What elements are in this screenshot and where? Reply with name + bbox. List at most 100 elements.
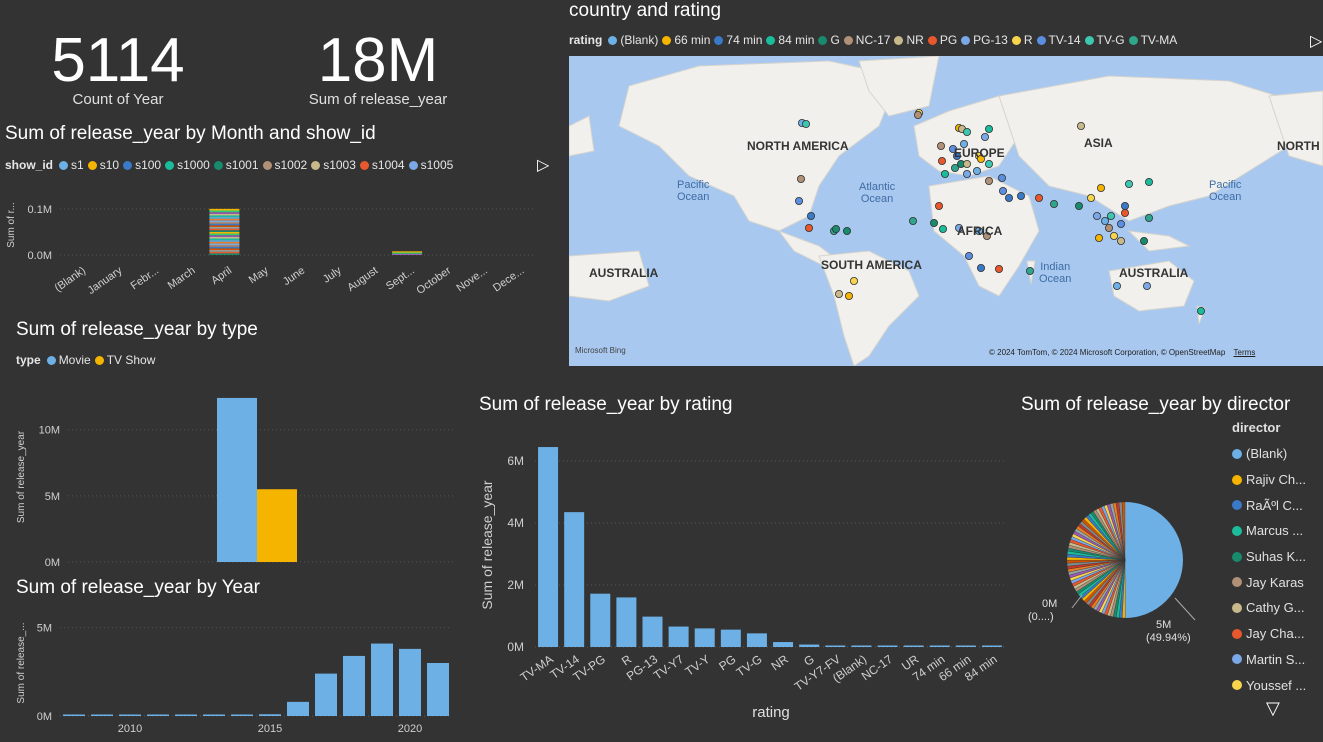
rating-bar: [564, 512, 585, 647]
map-legend-item[interactable]: 84 min: [766, 33, 814, 47]
director-legend-item[interactable]: (Blank): [1232, 441, 1322, 467]
map-legend-item[interactable]: TV-MA: [1128, 33, 1177, 47]
map-marker: [938, 224, 947, 233]
map-legend-item[interactable]: PG-13: [961, 33, 1008, 47]
month-legend-item[interactable]: s1002: [262, 158, 308, 172]
director-legend-swatch: [1232, 577, 1242, 588]
type-y-tick: 5M: [45, 491, 60, 503]
map-legend-item[interactable]: 74 min: [714, 33, 762, 47]
month-bar-segment: [209, 217, 240, 219]
map-label-south-america: SOUTH AMERICA: [821, 258, 922, 272]
month-x-tick: October: [414, 264, 453, 296]
map-legend-item[interactable]: TV-G: [1084, 33, 1125, 47]
director-legend-item[interactable]: Jay Karas: [1232, 569, 1322, 595]
director-legend-swatch: [1232, 525, 1242, 536]
rating-chart-title: Sum of release_year by rating: [479, 394, 733, 415]
map-marker: [974, 226, 983, 235]
year-bar: [203, 714, 225, 716]
map-marker: [1117, 219, 1126, 228]
month-x-tick: Sept...: [384, 265, 417, 293]
map-marker: [1095, 233, 1104, 242]
map-marker: [794, 196, 803, 205]
month-bar-segment: [209, 233, 240, 236]
map-label-pacific-right: Pacific Ocean: [1209, 179, 1242, 204]
type-legend-item[interactable]: TV Show: [94, 353, 156, 367]
director-legend-item[interactable]: Suhas K...: [1232, 544, 1322, 570]
month-legend-item[interactable]: s10: [87, 158, 119, 172]
director-legend-item[interactable]: Cathy G...: [1232, 595, 1322, 621]
month-legend-item[interactable]: s1001: [213, 158, 259, 172]
month-bar-segment: [209, 213, 240, 216]
rating-bar: [903, 645, 924, 647]
map-legend-item[interactable]: (Blank): [608, 33, 658, 47]
month-legend-item[interactable]: s1000: [165, 158, 210, 172]
director-legend-item[interactable]: Youssef ...: [1232, 672, 1322, 698]
map-legend-item[interactable]: NR: [894, 33, 924, 47]
year-x-tick: 2010: [118, 723, 142, 735]
map-legend-item[interactable]: 66 min: [662, 33, 710, 47]
rating-y-tick: 4M: [507, 516, 524, 530]
map-label-north-right: NORTH: [1277, 139, 1320, 153]
month-legend-label: s1002: [274, 158, 308, 172]
pie-leader-small: [1071, 594, 1083, 609]
month-legend-item[interactable]: s1003: [311, 158, 356, 172]
map-legend-next-arrow-icon[interactable]: ▷: [1310, 33, 1323, 50]
month-legend-item[interactable]: s1004: [359, 158, 405, 172]
map-legend-item[interactable]: G: [818, 33, 840, 47]
rating-bar: [668, 626, 689, 647]
month-legend-label: s1004: [371, 158, 405, 172]
director-legend-swatch: [1232, 551, 1242, 562]
director-legend-item[interactable]: RaÃºl C...: [1232, 492, 1322, 518]
map-legend-item[interactable]: R: [1011, 33, 1033, 47]
legend-scroll-down-icon[interactable]: ▽: [1266, 698, 1280, 718]
month-y-tick: 0.0M: [28, 250, 52, 262]
director-legend-item[interactable]: Martin S...: [1232, 647, 1322, 673]
map-marker: [801, 120, 810, 129]
month-y-axis-label: Sum of r...: [6, 202, 17, 248]
type-legend-label: TV Show: [106, 353, 156, 367]
month-chart-plot: Sum of r... 0.1M 0.0M(Blank)January Febr...…: [6, 202, 535, 297]
director-legend-item[interactable]: Jay Cha...: [1232, 621, 1322, 647]
kpi-count-label: Count of Year: [72, 91, 164, 108]
rating-x-tick: NC-17: [859, 652, 896, 684]
month-legend-label: s1005: [420, 158, 454, 172]
map-marker: [962, 160, 971, 169]
rating-bar: [955, 645, 976, 647]
map-marker: [796, 175, 805, 184]
director-legend-label: Marcus ...: [1246, 523, 1304, 539]
map-title: country and rating: [569, 0, 722, 21]
month-legend-item[interactable]: s1005: [408, 158, 454, 172]
world-map[interactable]: NORTH AMERICA EUROPE ASIA NORTH AFRICA S…: [569, 56, 1323, 366]
map-legend-label: 66 min: [674, 33, 711, 47]
map-terms-link[interactable]: Terms: [1233, 348, 1256, 357]
map-marker: [1101, 216, 1110, 225]
map-legend-swatch: [1084, 35, 1094, 45]
legend-next-arrow-icon[interactable]: ▷: [537, 157, 550, 174]
month-legend-item[interactable]: s1: [59, 158, 84, 172]
rating-x-tick: TV-Y7: [651, 652, 687, 683]
month-legend-item[interactable]: s100: [123, 158, 161, 172]
type-legend-swatch: [46, 355, 56, 365]
year-bar: [231, 714, 253, 716]
type-legend-item[interactable]: Movie: [46, 353, 91, 367]
director-legend-item[interactable]: Marcus ...: [1232, 518, 1322, 544]
map-marker: [1110, 231, 1119, 240]
month-x-tick: Dece...: [491, 265, 526, 295]
map-marker: [976, 263, 985, 272]
map-marker: [976, 155, 985, 164]
director-legend-label: Suhas K...: [1246, 549, 1306, 565]
map-label-asia: ASIA: [1084, 136, 1113, 150]
rating-bar: [694, 628, 715, 647]
map-legend-label: TV-G: [1096, 33, 1125, 47]
director-legend-item[interactable]: Rajiv Ch...: [1232, 467, 1322, 493]
map-legend-item[interactable]: TV-14: [1036, 33, 1081, 47]
map-legend-swatch: [843, 35, 853, 45]
map-legend-item[interactable]: NC-17: [843, 33, 890, 47]
map-legend-label: PG-13: [973, 33, 1008, 47]
map-marker: [1113, 281, 1122, 290]
map-legend-swatch: [1011, 35, 1021, 45]
month-bar-segment: [392, 253, 423, 255]
month-legend-swatch: [87, 160, 97, 170]
map-legend-item[interactable]: PG: [927, 33, 957, 47]
rating-bar: [929, 645, 950, 647]
